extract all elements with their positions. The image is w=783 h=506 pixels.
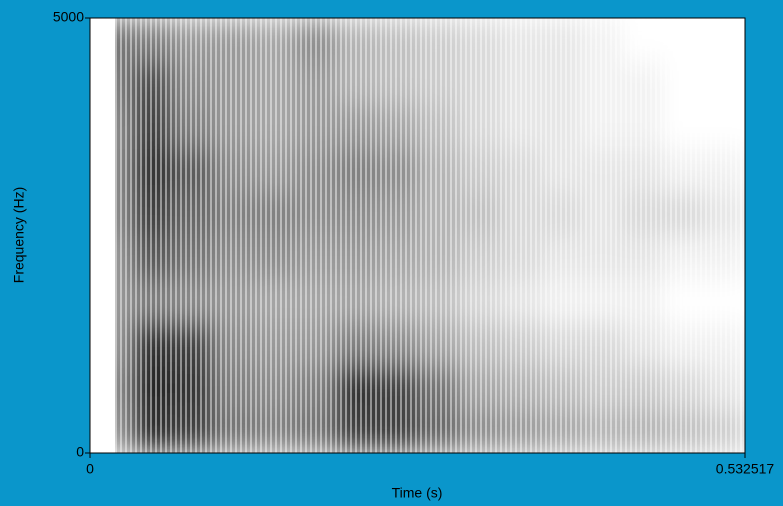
y-tick-label: 0 [76,444,84,460]
x-tick-label: 0.532517 [716,461,775,477]
spectrogram [90,18,746,454]
page: {"chart_data": {"type": "spectrogram", "… [0,0,783,506]
x-axis-label: Time (s) [392,485,443,501]
y-axis-label: Frequency (Hz) [11,187,27,283]
x-tick-label: 0 [86,461,94,477]
glottal-striations [115,18,745,453]
leading-silence [90,18,115,453]
chart: Frequency (Hz) Time (s) 0 5000 0 0.532517 [0,0,783,506]
y-tick-label: 5000 [53,9,84,25]
